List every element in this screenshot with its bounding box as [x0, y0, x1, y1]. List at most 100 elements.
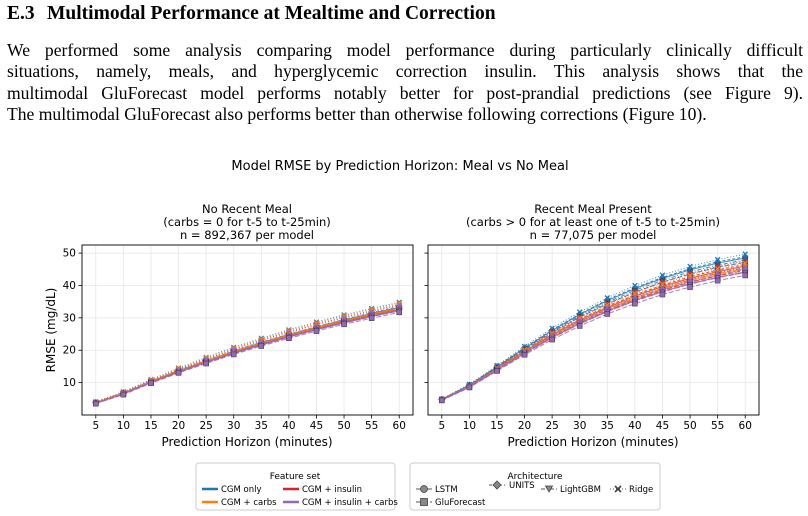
data-point	[659, 284, 666, 290]
x-tick-label: 30	[573, 420, 586, 432]
panel-title-line: n = 77,075 per model	[530, 228, 657, 242]
legend-feature-set: Feature set CGM only CGM + insulin CGM +…	[195, 462, 398, 511]
legend-label: CGM only	[221, 485, 262, 495]
panel-title-line: Recent Meal Present	[534, 202, 652, 216]
data-point	[396, 309, 402, 316]
data-point	[258, 338, 265, 344]
x-tick-label: 5	[438, 420, 445, 432]
panel-title-line: (carbs > 0 for at least one of t-5 to t-…	[466, 215, 720, 229]
data-point	[632, 300, 638, 307]
data-point	[742, 263, 748, 270]
section-heading: E.3 Multimodal Performance at Mealtime an…	[7, 3, 496, 25]
paragraph-line: The multimodal GluForecast also performs…	[7, 104, 707, 125]
x-tick-label: 10	[463, 420, 476, 432]
series-group	[438, 251, 749, 404]
legend-label: Ridge	[629, 485, 653, 495]
series-line-units	[441, 265, 746, 400]
data-point	[576, 309, 583, 315]
paragraph-line: multimodal GluForecast model performs no…	[7, 82, 803, 103]
plot-frame	[427, 244, 760, 416]
x-tick-label: 25	[199, 420, 212, 432]
series-line-lstm	[441, 265, 746, 401]
x-tick-label: 60	[393, 420, 406, 432]
data-point	[742, 251, 748, 257]
data-point	[286, 335, 292, 342]
legend-label: CGM + insulin	[302, 485, 362, 495]
data-point	[549, 331, 555, 338]
legend-label: UNITS	[509, 481, 535, 491]
data-point	[687, 270, 693, 277]
series-group	[92, 299, 403, 407]
series-line-ridge	[441, 266, 746, 400]
x-tick-label: 5	[92, 420, 99, 432]
data-point	[286, 329, 292, 336]
panel-title-line: n = 892,367 per model	[180, 228, 314, 242]
data-point	[120, 391, 127, 398]
data-point	[687, 284, 693, 290]
series-line-gluforecast	[95, 308, 400, 404]
data-point	[396, 302, 402, 308]
series-line-lightgbm	[95, 306, 400, 404]
data-point	[203, 360, 209, 367]
y-tick-label: 20	[63, 345, 76, 357]
data-point	[341, 315, 347, 321]
panel-title-line: No Recent Meal	[202, 202, 292, 216]
data-point	[604, 304, 611, 311]
data-point	[313, 328, 320, 334]
data-point	[148, 380, 154, 387]
legend-title: Feature set	[270, 472, 321, 482]
x-tick-label: 35	[601, 420, 614, 432]
data-point	[439, 397, 445, 404]
series-line-lstm	[441, 271, 746, 401]
data-point	[396, 300, 402, 307]
series-line-gluforecast	[95, 311, 400, 405]
data-point	[659, 279, 666, 285]
x-tick-label: 20	[172, 420, 185, 432]
x-tick-label: 30	[227, 420, 240, 432]
x-tick-label: 60	[739, 420, 752, 432]
series-line-gluforecast	[441, 272, 746, 401]
data-point	[313, 320, 320, 326]
paragraph-line: We performed some analysis comparing mod…	[7, 40, 803, 60]
data-point	[175, 370, 182, 376]
series-line-lstm	[441, 268, 746, 401]
data-point	[632, 282, 638, 289]
x-tick-label: 35	[255, 420, 268, 432]
data-point	[632, 293, 638, 300]
data-point	[341, 321, 347, 328]
data-point	[494, 368, 500, 374]
series-line-gluforecast	[441, 269, 746, 401]
y-tick-label: 30	[63, 312, 76, 324]
data-point	[368, 315, 375, 321]
series-line-lstm	[95, 309, 400, 404]
panel-recent-meal: Recent Meal Present (carbs > 0 for at le…	[424, 202, 760, 449]
x-tick-label: 15	[144, 420, 157, 432]
data-point	[230, 351, 237, 358]
series-line-gluforecast	[441, 274, 746, 401]
circle-marker-icon	[420, 485, 428, 493]
x-tick-label: 40	[628, 420, 641, 432]
square-marker-icon	[420, 498, 428, 506]
data-point	[659, 291, 666, 298]
x-axis-label: Prediction Horizon (minutes)	[161, 435, 332, 449]
data-point	[714, 256, 721, 263]
data-point	[632, 289, 638, 295]
x-tick-label: 25	[545, 420, 558, 432]
legend-label: LightGBM	[560, 485, 601, 495]
series-line-units	[95, 308, 400, 404]
series-line-lstm	[441, 257, 746, 400]
data-point	[258, 336, 265, 342]
data-point	[576, 323, 583, 329]
series-line-lightgbm	[441, 272, 746, 401]
data-point	[742, 272, 748, 279]
x-tick-label: 45	[310, 420, 323, 432]
series-line-ridge	[95, 304, 400, 403]
x-tick-label: 50	[683, 420, 696, 432]
data-point	[604, 311, 611, 317]
series-line-units	[441, 256, 746, 400]
data-point	[659, 272, 666, 278]
triangle-down-marker-icon	[544, 485, 554, 493]
data-point	[549, 336, 555, 343]
data-point	[714, 269, 721, 275]
